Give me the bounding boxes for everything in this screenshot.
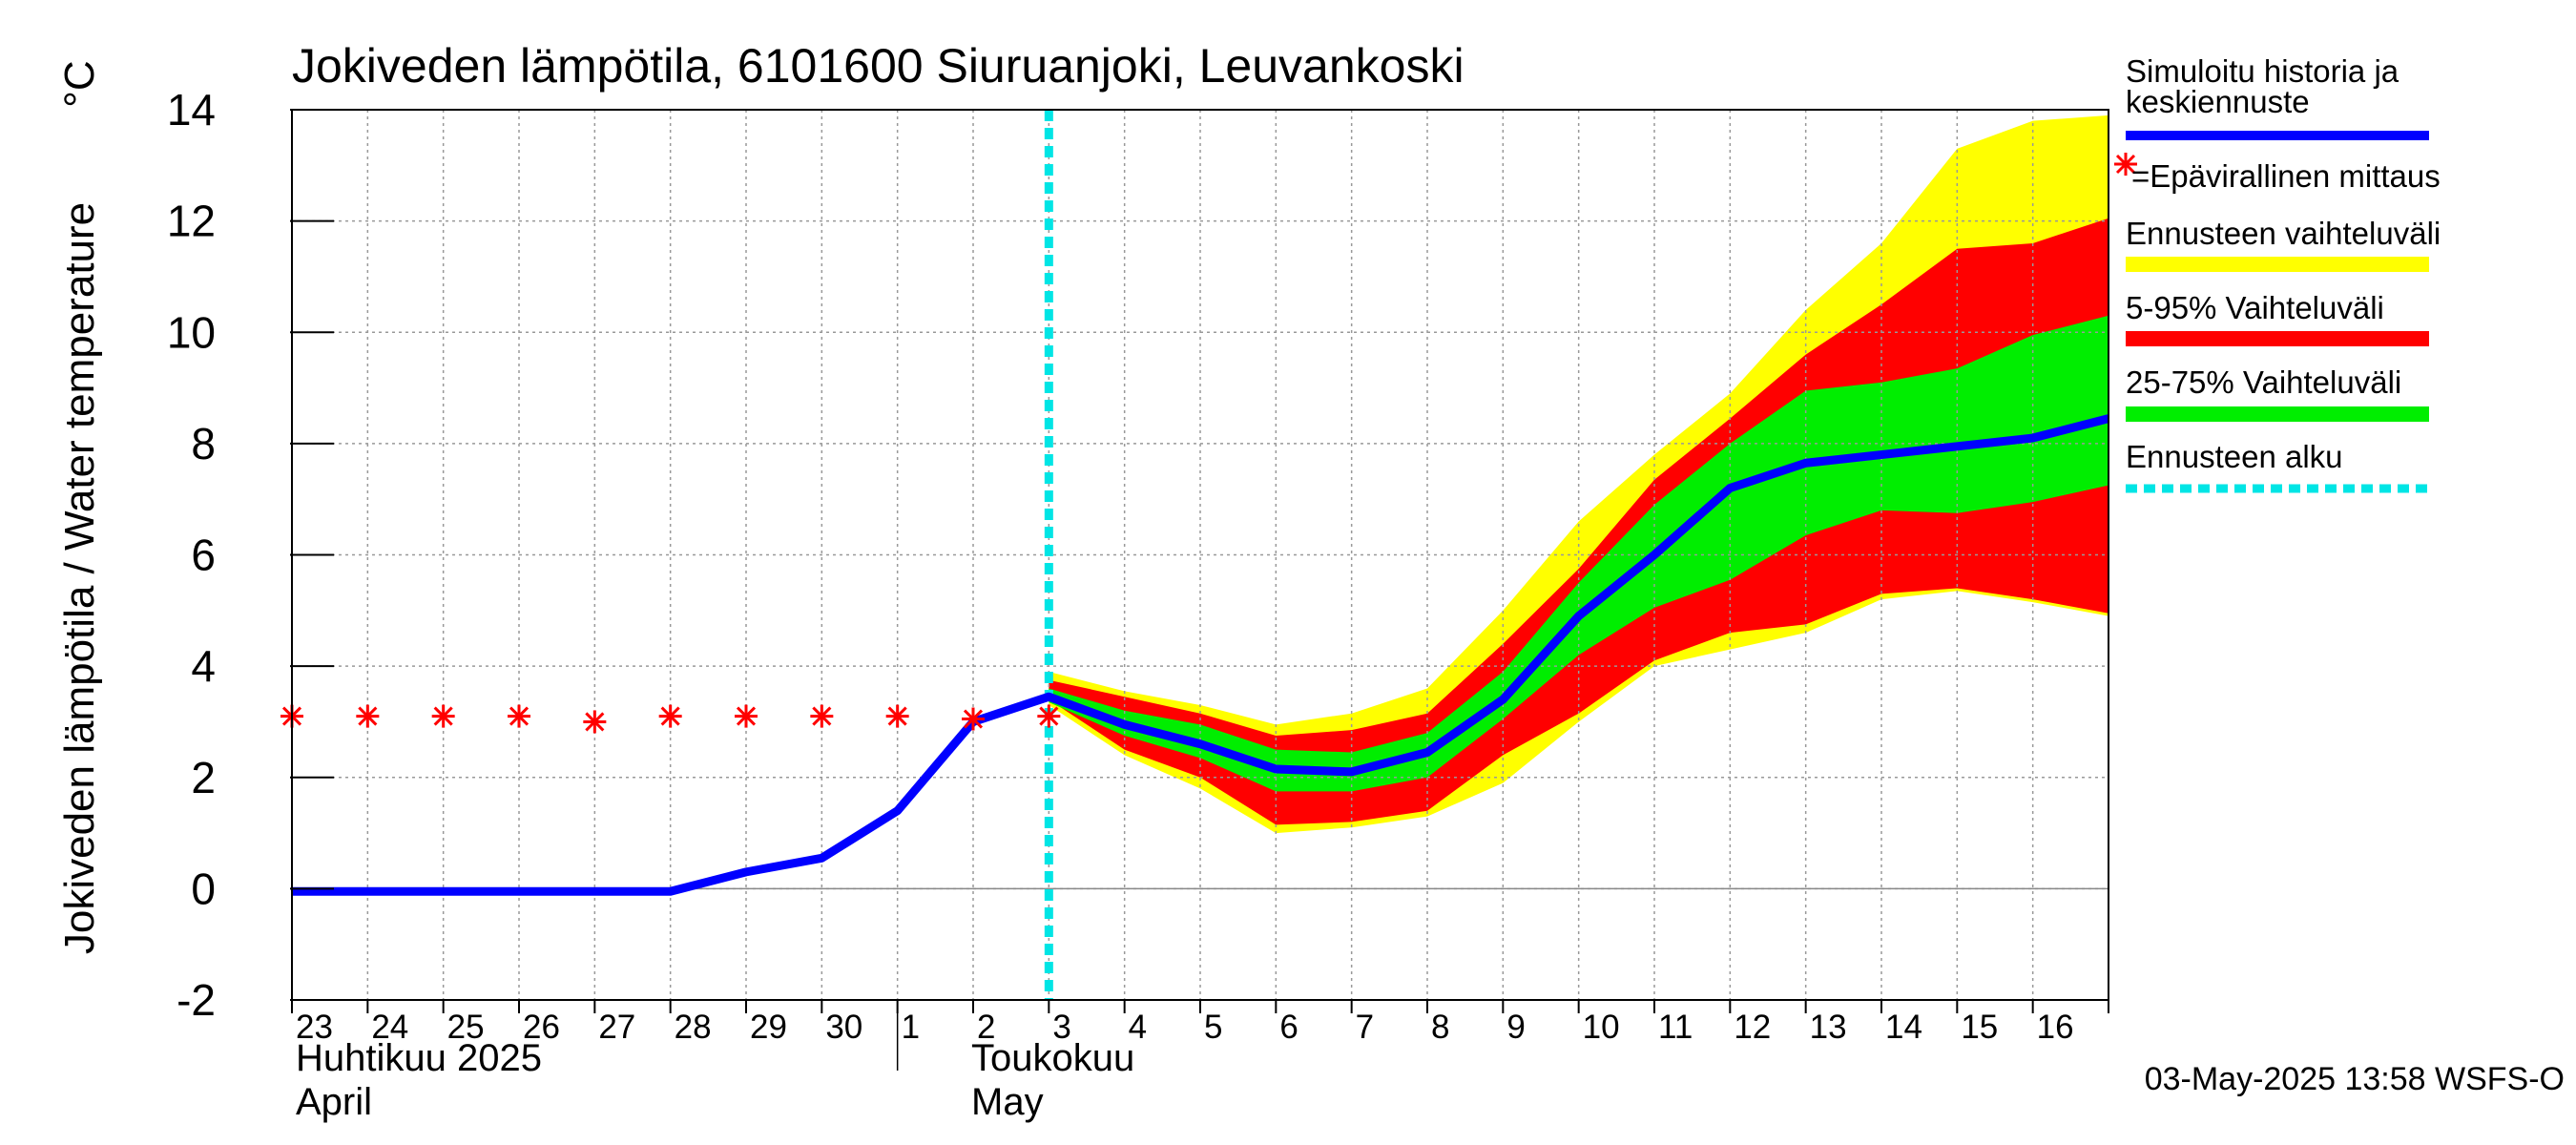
y-axis-label: Jokiveden lämpötila / Water temperature (56, 202, 103, 954)
y-tick-label-2: 2 (191, 753, 216, 802)
x-tick-label-5: 5 (1204, 1009, 1222, 1046)
x-tick-label-2: 2 (977, 1009, 995, 1046)
y-tick-label-6: 6 (191, 531, 216, 580)
forecast-bands (1049, 114, 2109, 834)
x-tick-label-8: 8 (1431, 1009, 1449, 1046)
legend-p5-95-text: 5-95% Vaihteluväli (2126, 290, 2384, 325)
legend-simulated-text-1: Simuloitu historia ja (2126, 53, 2399, 89)
x-tick-label-28: 28 (675, 1009, 712, 1046)
legend: Simuloitu historia ja keskiennuste =Epäv… (2114, 53, 2441, 493)
x-tick-label-26: 26 (523, 1009, 560, 1046)
y-tick-labels: -2 0 2 4 6 8 10 12 14 (167, 85, 216, 1025)
measurement-marker-3 (508, 704, 530, 728)
y-tick-label-0: 0 (191, 864, 216, 913)
measurement-marker-6 (735, 704, 758, 728)
legend-start-text: Ennusteen alku (2126, 439, 2343, 474)
x-tick-label-9: 9 (1506, 1009, 1525, 1046)
measurement-marker-4 (583, 710, 607, 734)
y-tick-label-4: 4 (191, 641, 216, 691)
y-tick-label--2: -2 (177, 975, 216, 1025)
measurement-marker-8 (885, 704, 909, 728)
x-tick-label-29: 29 (750, 1009, 787, 1046)
x-tick-label-12: 12 (1734, 1009, 1771, 1046)
x-tick-label-23: 23 (296, 1009, 333, 1046)
legend-range-text: Ennusteen vaihteluväli (2126, 216, 2441, 251)
measurement-marker-9 (962, 707, 985, 731)
month-label-may-fi: Toukokuu (971, 1037, 1134, 1079)
timestamp: 03-May-2025 13:58 WSFS-O (2145, 1061, 2565, 1097)
band-p5-95 (1049, 218, 2109, 825)
x-tick-label-30: 30 (825, 1009, 862, 1046)
legend-unofficial-text: =Epävirallinen mittaus (2131, 158, 2441, 194)
measurement-marker-5 (658, 704, 682, 728)
measurement-marker-1 (356, 704, 380, 728)
x-tick-label-16: 16 (2037, 1009, 2074, 1046)
grid-lines (292, 110, 2109, 1000)
legend-simulated-text-2: keskiennuste (2126, 84, 2310, 119)
month-label-may-en: May (971, 1081, 1044, 1123)
legend-p25-75-text: 25-75% Vaihteluväli (2126, 364, 2401, 400)
x-tick-label-24: 24 (371, 1009, 408, 1046)
chart-title: Jokiveden lämpötila, 6101600 Siuruanjoki… (292, 39, 1465, 93)
band-range (1049, 114, 2109, 834)
series-lines (280, 110, 2110, 1000)
x-tick-label-6: 6 (1279, 1009, 1298, 1046)
measurement-marker-2 (431, 704, 455, 728)
x-tick-label-3: 3 (1052, 1009, 1070, 1046)
y-axis-unit: °C (56, 60, 103, 107)
x-tick-label-7: 7 (1356, 1009, 1374, 1046)
measurement-marker-7 (810, 704, 834, 728)
x-tick-label-27: 27 (598, 1009, 635, 1046)
series-line-simulated (292, 414, 2110, 896)
x-tick-label-4: 4 (1129, 1009, 1147, 1046)
band-p25-75 (1049, 315, 2109, 792)
measurement-marker-10 (1037, 704, 1061, 728)
x-tick-labels: 23 24 25 26 27 28 29 30 1 2 3 4 5 6 7 8 9 10 11 12 13 14 15 16 (296, 1009, 2074, 1046)
legend-unofficial-marker (2114, 153, 2137, 176)
axes (290, 109, 2109, 1071)
y-tick-label-10: 10 (167, 307, 216, 357)
x-tick-label-15: 15 (1961, 1009, 1998, 1046)
x-tick-label-14: 14 (1885, 1009, 1922, 1046)
y-tick-label-12: 12 (167, 197, 216, 246)
month-label-april-en: April (296, 1081, 372, 1123)
y-tick-label-14: 14 (167, 85, 216, 135)
x-tick-label-1: 1 (902, 1009, 920, 1046)
month-label-april-fi: Huhtikuu 2025 (296, 1037, 542, 1079)
x-tick-label-10: 10 (1583, 1009, 1620, 1046)
x-tick-label-25: 25 (447, 1009, 485, 1046)
y-tick-label-8: 8 (191, 419, 216, 468)
x-tick-label-11: 11 (1658, 1009, 1693, 1046)
x-tick-label-13: 13 (1810, 1009, 1847, 1046)
